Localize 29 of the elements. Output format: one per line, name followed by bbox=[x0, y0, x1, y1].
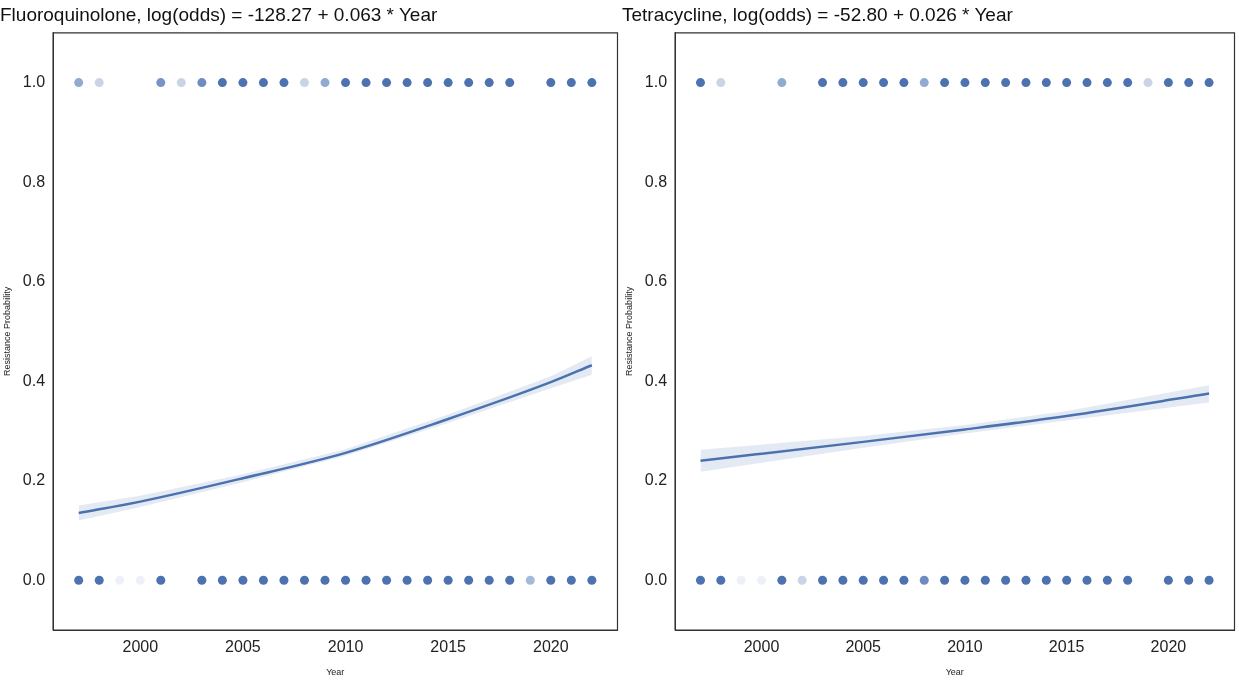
x-tick-label: 2015 bbox=[1048, 638, 1085, 656]
y-tick-label: 0.0 bbox=[644, 570, 668, 588]
y-tick-label: 0.4 bbox=[22, 371, 46, 389]
x-tick-label: 2000 bbox=[743, 638, 780, 656]
x-tick-label: 2015 bbox=[430, 638, 467, 656]
x-tick-label: 2010 bbox=[327, 638, 364, 656]
x-axis-title: Year bbox=[945, 667, 964, 678]
y-tick-label: 0.2 bbox=[644, 471, 668, 489]
x-tick-label: 2000 bbox=[122, 638, 159, 656]
y-tick-label: 0.8 bbox=[22, 172, 46, 190]
x-tick-label: 2005 bbox=[225, 638, 261, 656]
x-tick-label: 2005 bbox=[845, 638, 882, 656]
y-axis-title: Resistance Probability bbox=[623, 286, 634, 376]
x-tick-label: 2020 bbox=[532, 638, 569, 656]
y-tick-label: 1.0 bbox=[22, 72, 46, 90]
chart-title: Tetracycline, log(odds) = -52.80 + 0.026 * Year bbox=[622, 3, 1014, 25]
chart-title: Fluoroquinolone, log(odds) = -128.27 + 0.063 * Year bbox=[0, 3, 438, 25]
y-axis-title: Resistance Probability bbox=[1, 286, 12, 376]
y-tick-label: 0.6 bbox=[644, 272, 668, 290]
y-tick-label: 0.2 bbox=[22, 471, 46, 489]
y-tick-label: 0.4 bbox=[644, 371, 668, 389]
x-tick-label: 2020 bbox=[1150, 638, 1187, 656]
line-series bbox=[699, 392, 1211, 463]
y-tick-label: 0.0 bbox=[22, 570, 46, 588]
x-tick-label: 2010 bbox=[947, 638, 983, 656]
y-tick-label: 1.0 bbox=[644, 72, 668, 90]
y-tick-label: 0.8 bbox=[644, 172, 668, 190]
y-tick-label: 0.6 bbox=[22, 272, 46, 290]
x-axis-title: Year bbox=[326, 667, 345, 678]
